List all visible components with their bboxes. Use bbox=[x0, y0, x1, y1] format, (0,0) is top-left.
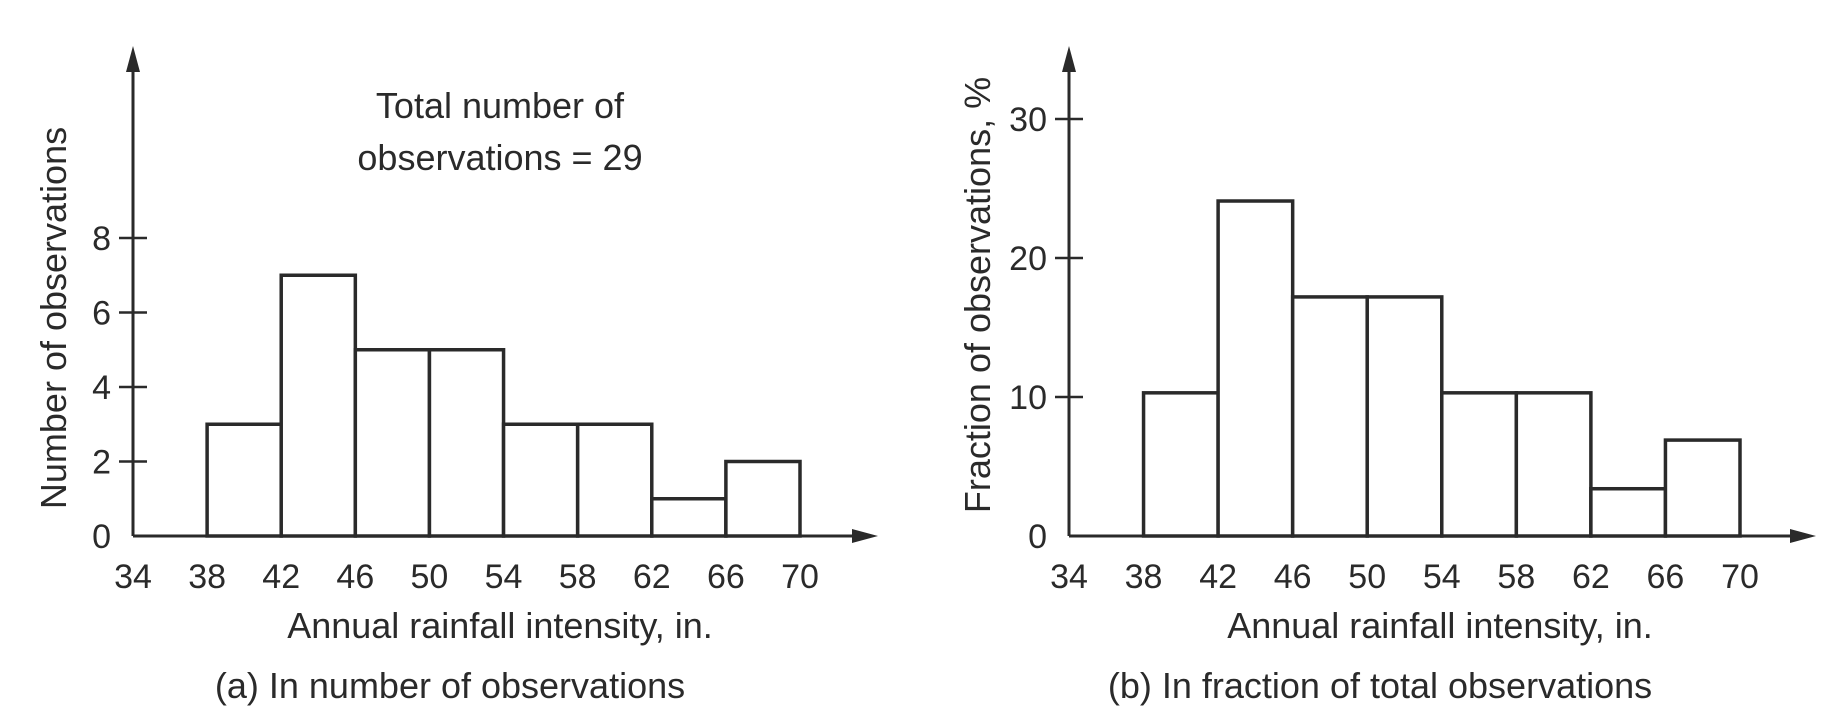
panel-b-x-tick-label-6: 58 bbox=[1497, 558, 1535, 596]
panel-b-y-tick-label-2: 20 bbox=[1009, 240, 1047, 278]
panel-b-bar-6 bbox=[1589, 486, 1668, 538]
panel-a-histogram: Total number of observations = 29 Number… bbox=[33, 46, 878, 706]
panel-a-x-tick-label-9: 70 bbox=[781, 558, 819, 596]
panel-a-y-axis-arrowhead bbox=[126, 46, 140, 72]
panel-b-y-axis-arrowhead bbox=[1062, 46, 1076, 72]
panel-b-x-tick-label-8: 66 bbox=[1647, 558, 1685, 596]
panel-a-x-tick-label-6: 58 bbox=[559, 558, 597, 596]
panel-b-y-tick-label-3: 30 bbox=[1009, 101, 1047, 139]
panel-b-y-axis-label: Fraction of observations, % bbox=[957, 77, 998, 513]
panel-a-bar-6 bbox=[650, 497, 728, 538]
panel-b-histogram: Fraction of observations, % 0 10 20 30 34 38… bbox=[957, 46, 1816, 706]
panel-a-x-ticks: 34 38 42 46 50 54 58 62 66 70 bbox=[114, 558, 819, 596]
panel-b-x-axis-label: Annual rainfall intensity, in. bbox=[1227, 605, 1653, 646]
panel-b-bar-2 bbox=[1290, 295, 1369, 538]
panel-a-x-axis-label: Annual rainfall intensity, in. bbox=[287, 605, 713, 646]
panel-a-caption: (a) In number of observations bbox=[215, 665, 685, 706]
panel-a-y-tick-label-4: 8 bbox=[92, 220, 111, 258]
panel-b-x-tick-label-4: 50 bbox=[1348, 558, 1386, 596]
panel-a-x-tick-label-2: 42 bbox=[262, 558, 300, 596]
panel-a-bars bbox=[205, 273, 802, 538]
panel-a-bar-3 bbox=[427, 348, 506, 538]
panel-a-x-axis-arrowhead bbox=[852, 529, 878, 543]
panel-a-bar-5 bbox=[575, 422, 654, 538]
panel-a-x-tick-label-3: 46 bbox=[336, 558, 374, 596]
panel-a-x-tick-label-0: 34 bbox=[114, 558, 152, 596]
panel-b-x-ticks: 34 38 42 46 50 54 58 62 66 70 bbox=[1050, 558, 1759, 596]
panel-a-y-tick-label-0: 0 bbox=[92, 518, 111, 556]
panel-b-x-tick-label-3: 46 bbox=[1274, 558, 1312, 596]
panel-b-bars bbox=[1141, 199, 1742, 538]
panel-b-y-tick-label-0: 0 bbox=[1028, 518, 1047, 556]
panel-b-x-tick-label-2: 42 bbox=[1199, 558, 1237, 596]
panel-b-bar-3 bbox=[1365, 295, 1444, 538]
panel-a-x-tick-label-7: 62 bbox=[633, 558, 671, 596]
panel-a-y-tick-label-3: 6 bbox=[92, 295, 111, 333]
panel-b-bar-4 bbox=[1440, 391, 1519, 538]
panel-a-annotation-line1: Total number of bbox=[376, 85, 625, 126]
panel-a-x-tick-label-1: 38 bbox=[188, 558, 226, 596]
panel-a-bar-0 bbox=[205, 422, 283, 538]
panel-a-x-tick-label-5: 54 bbox=[485, 558, 523, 596]
panel-a-bar-2 bbox=[353, 348, 432, 538]
panel-a-bar-7 bbox=[724, 459, 802, 538]
panel-b-y-ticks: 0 10 20 30 bbox=[1009, 101, 1083, 556]
panel-b-x-tick-label-0: 34 bbox=[1050, 558, 1088, 596]
panel-b-x-tick-label-7: 62 bbox=[1572, 558, 1610, 596]
panel-b-x-tick-label-5: 54 bbox=[1423, 558, 1461, 596]
panel-b-bar-0 bbox=[1141, 391, 1220, 538]
panel-a-x-tick-label-4: 50 bbox=[411, 558, 449, 596]
panel-b-x-tick-label-9: 70 bbox=[1721, 558, 1759, 596]
panel-b-x-tick-label-1: 38 bbox=[1125, 558, 1163, 596]
panel-a-annotation-line2: observations = 29 bbox=[357, 137, 642, 178]
panel-b-bar-1 bbox=[1216, 199, 1295, 538]
panel-a-y-ticks: 0 2 4 6 8 bbox=[92, 220, 147, 556]
panel-a-x-tick-label-8: 66 bbox=[707, 558, 745, 596]
panel-a-y-axis-label: Number of observations bbox=[33, 127, 74, 509]
panel-a-y-tick-label-1: 2 bbox=[92, 444, 111, 482]
panel-b-bar-5 bbox=[1514, 391, 1593, 538]
panel-b-y-tick-label-1: 10 bbox=[1009, 379, 1047, 417]
panel-a-bar-4 bbox=[501, 422, 580, 538]
panel-b-bar-7 bbox=[1663, 438, 1742, 538]
panel-b-x-axis-arrowhead bbox=[1790, 529, 1816, 543]
panel-b-caption: (b) In fraction of total observations bbox=[1108, 665, 1652, 706]
panel-a-bar-1 bbox=[279, 273, 358, 538]
panel-a-y-tick-label-2: 4 bbox=[92, 369, 111, 407]
